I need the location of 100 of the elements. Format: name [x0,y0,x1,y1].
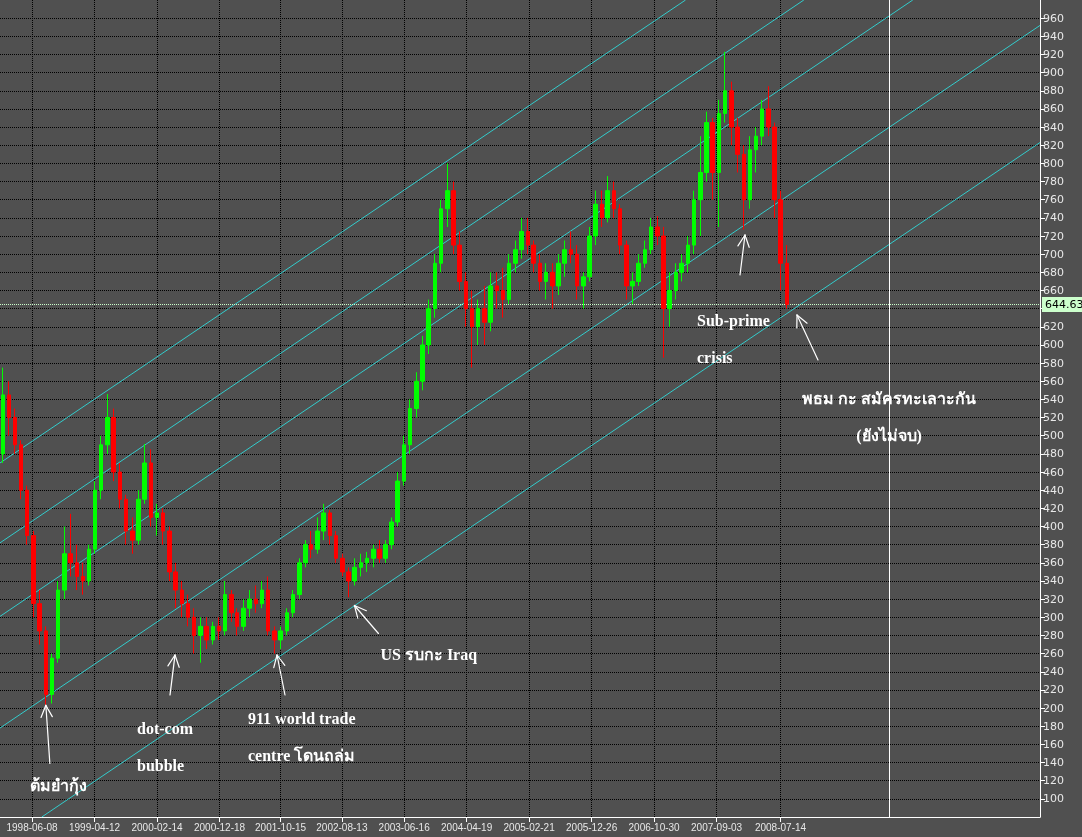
candlestick [544,262,548,301]
y-tick-label: 920 [1043,47,1064,61]
candlestick [285,607,289,636]
candlestick [50,653,54,705]
candlestick [760,99,764,146]
candlestick [7,380,11,437]
y-tick-label: 360 [1043,556,1064,570]
y-tick-label: 320 [1043,592,1064,606]
y-tick-label: 840 [1043,120,1064,134]
annotation: ต้มยำกุ้ง [29,776,88,798]
candlestick [600,190,604,228]
candlestick [75,544,79,591]
x-tick-label: 2005-02-21 [503,821,556,833]
candlestick [211,621,215,646]
y-tick-label: 400 [1043,520,1064,534]
candlestick [352,557,357,587]
candlestick [328,509,332,546]
x-tick-label: 2004-04-19 [441,821,493,833]
x-tick-label: 2001-10-15 [255,821,307,833]
candlestick [371,544,376,568]
candlestick [550,262,555,310]
candlestick [575,244,579,301]
candlestick [278,625,283,650]
candlestick [785,244,789,310]
y-tick-label: 200 [1043,701,1064,715]
candlestick [68,513,73,577]
y-tick-label: 180 [1043,719,1064,733]
candlestick [223,580,227,636]
y-tick-label: 700 [1043,247,1064,261]
y-tick-label: 420 [1043,501,1064,515]
candlestick [111,408,116,482]
candlestick [130,516,135,555]
y-tick-label: 340 [1043,574,1064,588]
candlestick [365,551,369,573]
candlestick [686,235,690,273]
candlestick [93,480,97,555]
y-tick-label: 300 [1043,610,1064,624]
candlestick [445,162,450,228]
candlestick [161,507,165,546]
candlestick [612,181,616,219]
y-tick-label: 440 [1043,483,1064,497]
candlestick [186,594,190,627]
candlestick [433,253,437,319]
candlestick [124,494,128,546]
y-tick-label: 540 [1043,392,1064,406]
y-tick-label: 580 [1043,356,1064,370]
candlestick [470,289,474,369]
y-tick-label: 120 [1043,774,1064,788]
candlestick [495,271,499,310]
y-tick-label: 600 [1043,338,1064,352]
annotation: US รบกะ Iraq [380,645,479,666]
candlestick [649,217,653,255]
candlestick [198,616,203,664]
y-tick-label: 620 [1043,320,1064,334]
y-tick-label: 680 [1043,265,1064,279]
candlestick [204,616,209,650]
y-tick-label: 900 [1043,66,1064,80]
candlestick [309,530,313,559]
y-tick-label: 520 [1043,411,1064,425]
candlestick [754,126,758,173]
y-tick-label: 940 [1043,29,1064,43]
candlestick [266,575,270,636]
text: 911 world trade centre โดนถล่ม [248,710,356,764]
y-tick-label: 480 [1043,447,1064,461]
x-tick-label: 2006-10-30 [628,821,681,833]
candlestick [605,175,610,223]
y-tick-label: 500 [1043,429,1064,443]
x-tick-label: 1999-04-12 [68,821,121,833]
candlestick [180,580,184,618]
candlestick [254,585,258,614]
y-tick-label: 460 [1043,465,1064,479]
candlestick [272,625,277,655]
y-tick-label: 660 [1043,283,1064,297]
candlestick [618,203,622,255]
y-tick-label: 860 [1043,102,1064,116]
y-tick-label: 260 [1043,647,1064,661]
y-tick-label: 240 [1043,665,1064,679]
y-tick-label: 280 [1043,628,1064,642]
candlestick [742,144,746,231]
candlestick [99,435,103,500]
x-tick-label: 2003-06-16 [378,821,431,833]
candlestick [192,607,196,655]
y-tick-label: 160 [1043,737,1064,751]
candlestick [105,393,110,455]
x-tick-label: 2005-12-26 [566,821,618,833]
y-tick-label: 820 [1043,138,1064,152]
y-tick-label: 760 [1043,193,1064,207]
x-tick-label: 2000-02-14 [131,821,184,833]
candlestick [149,448,153,528]
candlestick [402,435,406,487]
candlestick [464,271,468,328]
candlestick [538,253,542,291]
candlestick [692,190,696,255]
candlestick [643,240,647,269]
candlestick [118,462,122,509]
y-tick-label: 800 [1043,156,1064,170]
y-tick-label: 140 [1043,756,1064,770]
candlestick [260,580,264,609]
y-tick-label: 880 [1043,84,1064,98]
candlestick [13,408,17,455]
